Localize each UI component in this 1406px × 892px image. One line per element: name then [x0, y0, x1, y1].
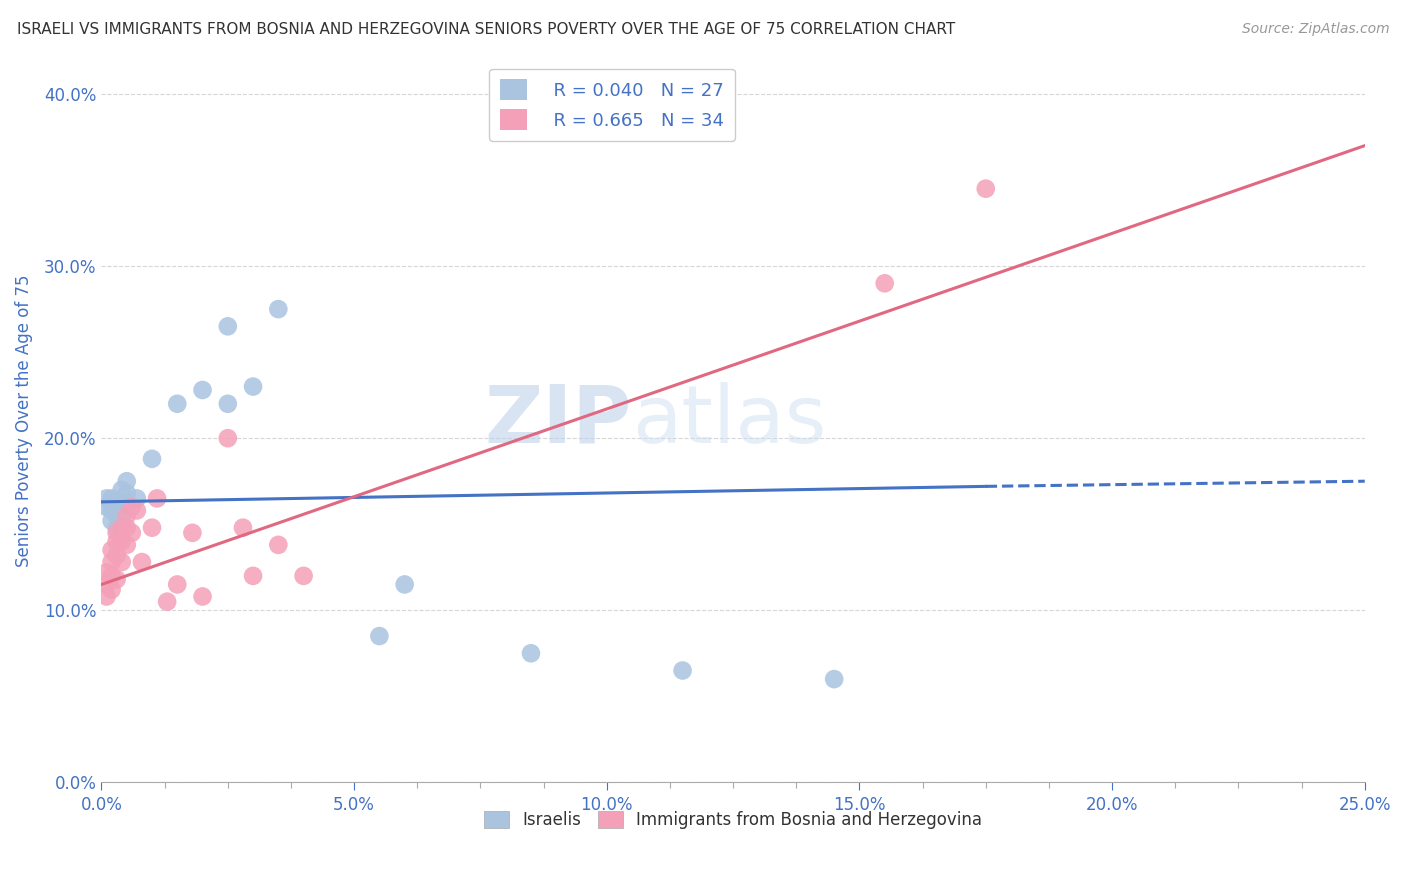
Point: [191, 590, 214, 604]
Point: [105, 495, 128, 509]
Point: [111, 521, 134, 535]
Point: [146, 491, 169, 506]
Point: [100, 514, 122, 528]
Point: [242, 569, 264, 583]
Point: [111, 508, 134, 523]
Text: atlas: atlas: [633, 382, 827, 460]
Point: [100, 491, 122, 506]
Point: [217, 319, 239, 334]
Text: Source: ZipAtlas.com: Source: ZipAtlas.com: [1241, 22, 1389, 37]
Point: [217, 431, 239, 445]
Legend: Israelis, Immigrants from Bosnia and Herzegovina: Israelis, Immigrants from Bosnia and Her…: [478, 804, 988, 836]
Point: [105, 572, 128, 586]
Point: [105, 525, 128, 540]
Point: [96, 566, 118, 580]
Point: [242, 379, 264, 393]
Point: [96, 500, 118, 514]
Point: [125, 503, 148, 517]
Point: [105, 503, 128, 517]
Point: [100, 569, 122, 583]
Point: [96, 590, 118, 604]
Point: [156, 595, 179, 609]
Point: [100, 555, 122, 569]
Point: [873, 277, 896, 291]
Point: [166, 397, 188, 411]
Point: [394, 577, 416, 591]
Point: [111, 555, 134, 569]
Text: ZIP: ZIP: [485, 382, 633, 460]
Point: [217, 397, 239, 411]
Point: [111, 534, 134, 549]
Point: [121, 500, 143, 514]
Point: [368, 629, 391, 643]
Point: [100, 503, 122, 517]
Point: [232, 521, 254, 535]
Point: [267, 538, 290, 552]
Point: [823, 672, 845, 686]
Point: [121, 525, 143, 540]
Point: [520, 646, 543, 660]
Point: [181, 525, 204, 540]
Point: [105, 534, 128, 549]
Point: [125, 491, 148, 506]
Point: [115, 508, 138, 523]
Point: [111, 497, 134, 511]
Point: [974, 182, 997, 196]
Point: [100, 543, 122, 558]
Point: [100, 582, 122, 597]
Point: [105, 508, 128, 523]
Point: [166, 577, 188, 591]
Text: ISRAELI VS IMMIGRANTS FROM BOSNIA AND HERZEGOVINA SENIORS POVERTY OVER THE AGE O: ISRAELI VS IMMIGRANTS FROM BOSNIA AND HE…: [17, 22, 955, 37]
Point: [96, 491, 118, 506]
Point: [131, 555, 153, 569]
Point: [141, 451, 163, 466]
Point: [115, 538, 138, 552]
Point: [671, 664, 693, 678]
Point: [292, 569, 315, 583]
Point: [115, 474, 138, 488]
Point: [96, 577, 118, 591]
Point: [191, 383, 214, 397]
Point: [141, 521, 163, 535]
Point: [115, 486, 138, 500]
Y-axis label: Seniors Poverty Over the Age of 75: Seniors Poverty Over the Age of 75: [15, 275, 32, 567]
Point: [267, 302, 290, 317]
Point: [105, 521, 128, 535]
Point: [105, 548, 128, 562]
Point: [111, 483, 134, 497]
Point: [115, 521, 138, 535]
